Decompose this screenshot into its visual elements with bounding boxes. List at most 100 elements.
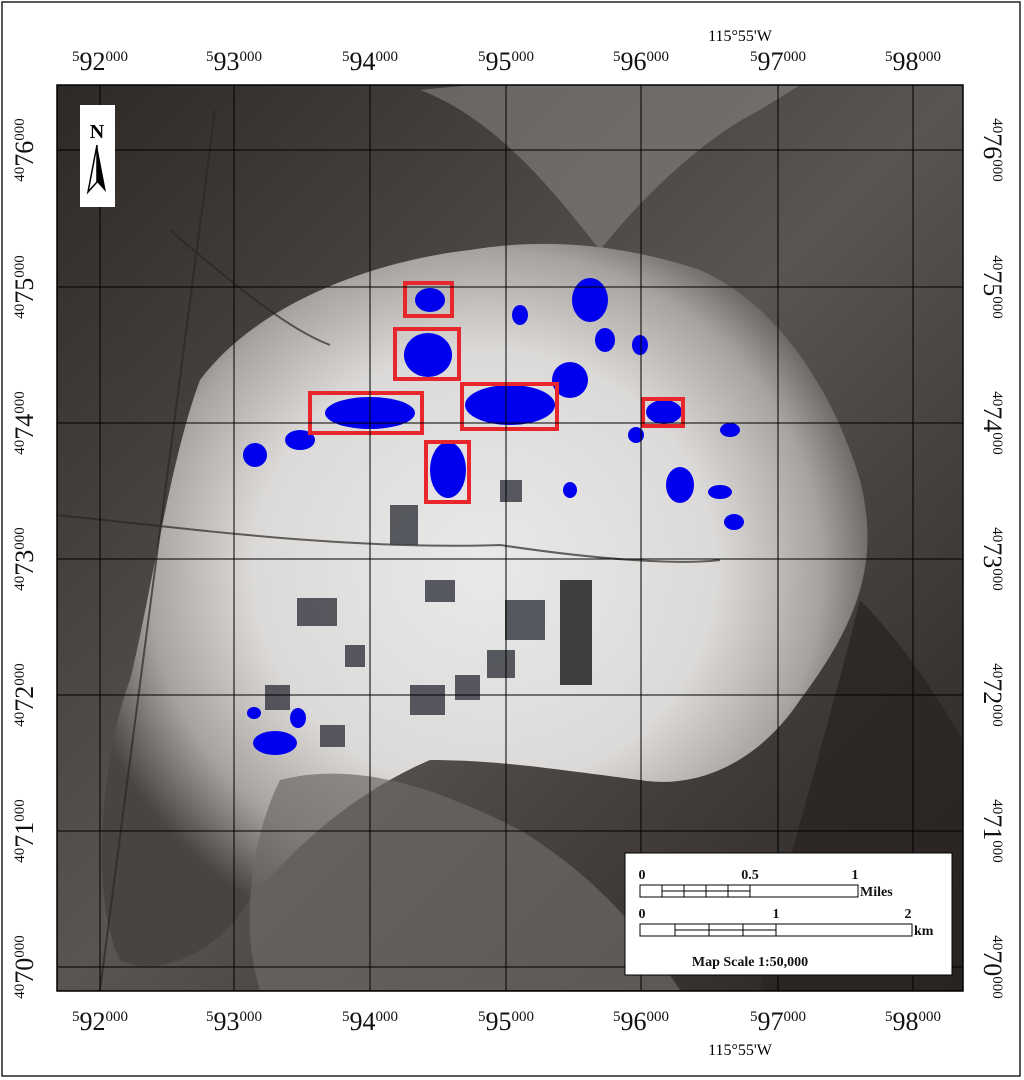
label-part: 000 [512, 49, 535, 65]
label-part: 000 [512, 1009, 535, 1025]
label-part: 5 [478, 1009, 486, 1025]
label-part: 95 [486, 47, 512, 76]
north-label: N [90, 121, 105, 143]
label-part: 000 [12, 118, 28, 141]
label-part: 97 [758, 47, 784, 76]
coordinate-label: 598000 [885, 47, 941, 76]
label-part: 94 [350, 47, 376, 76]
label-part: 40 [989, 527, 1005, 542]
label-part: 70 [10, 958, 39, 984]
label-part: 40 [989, 391, 1005, 406]
label-part: 74 [10, 414, 39, 440]
label-part: 000 [106, 49, 129, 65]
label-part: 40 [989, 799, 1005, 814]
coordinate-label: 4070000 [10, 935, 39, 999]
label-part: 73 [978, 542, 1007, 568]
label-part: 000 [989, 840, 1005, 863]
label-part: 000 [12, 663, 28, 686]
label-part: 000 [647, 49, 670, 65]
coordinate-label: 596000 [613, 47, 669, 76]
coordinate-label: 593000 [206, 47, 262, 76]
coordinate-label: 4075000 [978, 255, 1007, 319]
label-part: 000 [12, 527, 28, 550]
label-part: 40 [989, 935, 1005, 950]
coordinate-label: 4071000 [10, 799, 39, 863]
label-part: 000 [12, 255, 28, 278]
coordinate-label: 595000 [478, 1007, 534, 1036]
label-part: 000 [12, 391, 28, 414]
coordinate-label: 597000 [750, 47, 806, 76]
label-part: 000 [12, 799, 28, 822]
label-part: 000 [106, 1009, 129, 1025]
label-part: 000 [919, 49, 942, 65]
label-part: 40 [12, 984, 28, 999]
label-part: 5 [750, 49, 758, 65]
label-part: 95 [486, 1007, 512, 1036]
scale-bar: 0 0.5 1 Miles 0 1 2 km Map Scale 1:50,00… [624, 852, 953, 976]
label-part: 40 [12, 304, 28, 319]
label-part: 94 [350, 1007, 376, 1036]
label-part: 40 [989, 663, 1005, 678]
label-part: 40 [989, 255, 1005, 270]
label-part: 5 [72, 1009, 80, 1025]
label-part: 75 [978, 270, 1007, 296]
label-part: 40 [989, 118, 1005, 133]
coordinate-label: 595000 [478, 47, 534, 76]
label-part: 74 [978, 406, 1007, 432]
label-part: 5 [613, 49, 621, 65]
label-part: 000 [784, 1009, 807, 1025]
label-part: 5 [613, 1009, 621, 1025]
label-part: 70 [978, 950, 1007, 976]
label-part: 000 [647, 1009, 670, 1025]
label-part: 98 [893, 1007, 919, 1036]
scale-tick: 0.5 [741, 868, 759, 883]
longitude-label: 115°55'W [708, 1042, 773, 1059]
label-part: 5 [342, 49, 350, 65]
label-part: 40 [12, 576, 28, 591]
label-part: 000 [989, 704, 1005, 727]
label-part: 5 [478, 49, 486, 65]
coordinate-label: 4072000 [978, 663, 1007, 727]
label-part: 40 [12, 440, 28, 455]
label-part: 72 [10, 686, 39, 712]
scale-tick: 0 [639, 868, 646, 883]
label-part: 93 [214, 1007, 240, 1036]
label-part: 5 [750, 1009, 758, 1025]
scale-text: Map Scale 1:50,000 [692, 955, 808, 970]
coordinate-label: 598000 [885, 1007, 941, 1036]
label-part: 000 [240, 49, 263, 65]
coordinate-label: 4073000 [978, 527, 1007, 591]
scale-tick: 2 [905, 907, 912, 922]
coordinate-label: 4075000 [10, 255, 39, 319]
coordinate-label: 592000 [72, 47, 128, 76]
coordinate-label: 4076000 [978, 118, 1007, 182]
satellite-image [57, 85, 963, 991]
label-part: 40 [12, 167, 28, 182]
label-part: 5 [72, 49, 80, 65]
label-part: 000 [240, 1009, 263, 1025]
coordinate-label: 4072000 [10, 663, 39, 727]
label-part: 75 [10, 278, 39, 304]
label-part: 000 [989, 296, 1005, 319]
label-part: 40 [12, 712, 28, 727]
scale-unit: Miles [860, 885, 893, 900]
coordinate-labels: 5920005920005930005930005940005940005950… [10, 47, 1007, 1036]
label-part: 92 [80, 47, 106, 76]
label-part: 000 [919, 1009, 942, 1025]
scale-tick: 0 [639, 907, 646, 922]
coordinate-label: 596000 [613, 1007, 669, 1036]
scale-tick: 1 [852, 868, 859, 883]
coordinate-label: 594000 [342, 47, 398, 76]
label-part: 5 [885, 49, 893, 65]
label-part: 71 [978, 814, 1007, 840]
coordinate-label: 4073000 [10, 527, 39, 591]
label-part: 72 [978, 678, 1007, 704]
coordinate-label: 594000 [342, 1007, 398, 1036]
longitude-label: 115°55'W [708, 28, 773, 45]
coordinate-label: 4070000 [978, 935, 1007, 999]
coordinate-label: 4076000 [10, 118, 39, 182]
label-part: 76 [10, 141, 39, 167]
label-part: 71 [10, 822, 39, 848]
coordinate-label: 4074000 [978, 391, 1007, 455]
map-frame [56, 84, 964, 992]
